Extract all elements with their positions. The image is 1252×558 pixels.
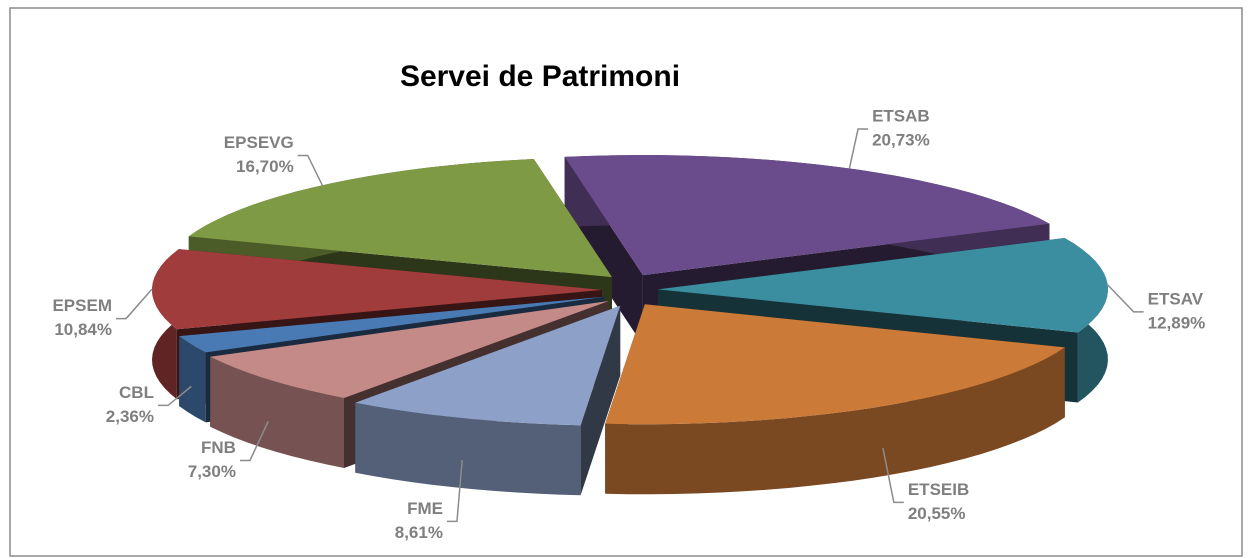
leader-line (848, 128, 869, 169)
category-label: CBL (119, 383, 154, 402)
value-label: 12,89% (1148, 313, 1206, 332)
slice (355, 305, 621, 496)
value-label: 7,30% (188, 462, 236, 481)
leader-line (239, 421, 269, 462)
slice (605, 304, 1065, 495)
slice-top (355, 305, 621, 426)
leader-line (116, 288, 153, 320)
category-label: FNB (201, 438, 236, 457)
slice-wall (355, 402, 581, 496)
leader-line (882, 447, 904, 504)
value-label: 20,55% (908, 504, 966, 523)
slice-wall (179, 336, 206, 423)
category-label: ETSEIB (908, 480, 969, 499)
value-label: 10,84% (54, 320, 112, 339)
category-label: EPSEVG (224, 133, 294, 152)
slice-top (188, 159, 613, 278)
leader-line (157, 385, 192, 407)
category-label: FME (407, 499, 443, 518)
slice-top (564, 155, 1050, 276)
slice-top (605, 304, 1065, 425)
value-label: 20,73% (872, 130, 930, 149)
chart-title: Servei de Patrimoni (400, 60, 680, 93)
slice-top (179, 296, 605, 353)
value-label: 16,70% (236, 157, 294, 176)
slice-wall (605, 347, 1065, 495)
value-label: 2,36% (106, 407, 154, 426)
category-label: EPSEM (52, 296, 112, 315)
slice-wall (210, 356, 344, 468)
leader-line (446, 460, 463, 523)
leader-line (297, 154, 323, 186)
slice-top (152, 249, 602, 330)
value-label: 8,61% (395, 523, 443, 542)
category-label: ETSAV (1148, 289, 1204, 308)
leader-line (1107, 284, 1144, 313)
slice-top (210, 301, 609, 398)
category-label: ETSAB (872, 106, 930, 125)
slice-top (658, 238, 1108, 333)
